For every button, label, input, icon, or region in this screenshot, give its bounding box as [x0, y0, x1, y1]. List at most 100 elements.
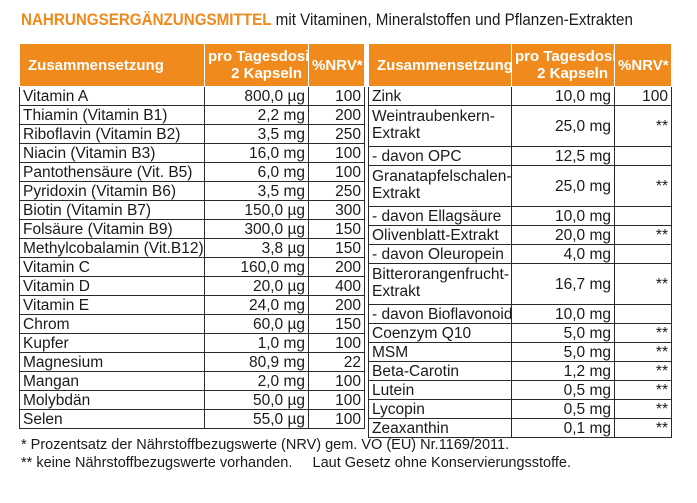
row-name: Lutein [368, 380, 512, 400]
row-dose: 60,0 µg [204, 314, 309, 334]
row-name: Molybdän [19, 390, 205, 410]
row-name: Vitamin D [19, 276, 205, 296]
row-dose: 4,0 mg [511, 244, 615, 264]
row-dose: 800,0 µg [204, 86, 309, 106]
table-row: Lutein 0,5 mg ** [368, 380, 672, 400]
page-title: NAHRUNGSERGÄNZUNGSMITTEL mit Vitaminen, … [21, 10, 633, 30]
row-dose: 2,2 mg [204, 105, 309, 125]
row-dose: 300,0 µg [204, 219, 309, 239]
table-row: Zink 10,0 mg 100 [368, 86, 672, 106]
table-row: Beta-Carotin 1,2 mg ** [368, 361, 672, 381]
row-name: Zeaxanthin [368, 418, 512, 438]
row-name: Biotin (Vitamin B7) [19, 200, 205, 220]
row-nrv: 150 [308, 238, 365, 258]
row-dose: 0,1 mg [511, 418, 615, 438]
row-nrv: ** [614, 342, 672, 362]
header-nrv: %NRV* [614, 43, 672, 87]
row-nrv: 100 [308, 86, 365, 106]
header-dose: pro Tagesdosis 2 Kapseln [511, 43, 615, 87]
row-nrv: 250 [308, 124, 365, 144]
row-name: Methylcobalamin (Vit.B12) [19, 238, 205, 258]
table-row: Vitamin A 800,0 µg 100 [19, 86, 365, 106]
row-nrv: 150 [308, 314, 365, 334]
footnote-line2: ** keine Nährstoffbezugswerte vorhanden.… [21, 454, 571, 472]
table-row: Biotin (Vitamin B7) 150,0 µg 300 [19, 200, 365, 220]
row-dose: 5,0 mg [511, 323, 615, 343]
footnote-no-nrv: ** keine Nährstoffbezugswerte vorhanden. [21, 455, 293, 471]
footnotes: * Prozentsatz der Nährstoffbezugswerte (… [21, 436, 571, 472]
row-name: Kupfer [19, 333, 205, 353]
row-name: Beta-Carotin [368, 361, 512, 381]
row-dose: 1,0 mg [204, 333, 309, 353]
table-header-row: Zusammensetzung pro Tagesdosis 2 Kapseln… [19, 43, 365, 87]
table-row: MSM 5,0 mg ** [368, 342, 672, 362]
row-nrv: ** [614, 323, 672, 343]
row-nrv: 100 [308, 333, 365, 353]
row-nrv: 22 [308, 352, 365, 372]
header-composition: Zusammensetzung [19, 43, 205, 87]
table-row: Granatapfelschalen-Extrakt 25,0 mg ** [368, 165, 672, 207]
row-nrv: ** [614, 361, 672, 381]
row-nrv: 100 [308, 390, 365, 410]
row-nrv [614, 304, 672, 324]
table-row: Vitamin E 24,0 mg 200 [19, 295, 365, 315]
row-dose: 55,0 µg [204, 409, 309, 429]
row-name: Lycopin [368, 399, 512, 419]
row-dose: 16,7 mg [511, 263, 615, 305]
row-dose: 25,0 mg [511, 165, 615, 207]
row-dose: 3,5 mg [204, 124, 309, 144]
table-row: Vitamin C 160,0 mg 200 [19, 257, 365, 277]
table-row: Coenzym Q10 5,0 mg ** [368, 323, 672, 343]
header-nrv: %NRV* [308, 43, 365, 87]
table-row: Bitterorangenfrucht-Extrakt 16,7 mg ** [368, 263, 672, 305]
row-dose: 12,5 mg [511, 146, 615, 166]
row-nrv [614, 244, 672, 264]
table-row: Selen 55,0 µg 100 [19, 409, 365, 429]
row-name: - davon OPC [368, 146, 512, 166]
row-name: Thiamin (Vitamin B1) [19, 105, 205, 125]
table-row: Thiamin (Vitamin B1) 2,2 mg 200 [19, 105, 365, 125]
row-dose: 0,5 mg [511, 380, 615, 400]
nutrition-table-left: Zusammensetzung pro Tagesdosis 2 Kapseln… [19, 43, 365, 429]
table-row: Methylcobalamin (Vit.B12) 3,8 µg 150 [19, 238, 365, 258]
table-row: Zeaxanthin 0,1 mg ** [368, 418, 672, 438]
row-name: Granatapfelschalen-Extrakt [368, 165, 512, 207]
row-dose: 24,0 mg [204, 295, 309, 315]
table-row: - davon Bioflavonoide 10,0 mg [368, 304, 672, 324]
table-row: Folsäure (Vitamin B9) 300,0 µg 150 [19, 219, 365, 239]
row-name: Riboflavin (Vitamin B2) [19, 124, 205, 144]
row-name: - davon Bioflavonoide [368, 304, 512, 324]
row-nrv: ** [614, 263, 672, 305]
row-name: Vitamin C [19, 257, 205, 277]
row-name: Bitterorangenfrucht-Extrakt [368, 263, 512, 305]
row-name: Folsäure (Vitamin B9) [19, 219, 205, 239]
row-name: - davon Oleuropein [368, 244, 512, 264]
header-dose: pro Tagesdosis 2 Kapseln [204, 43, 309, 87]
row-dose: 150,0 µg [204, 200, 309, 220]
row-name: Zink [368, 86, 512, 106]
row-dose: 25,0 mg [511, 105, 615, 147]
row-nrv: 200 [308, 257, 365, 277]
row-name: Weintraubenkern-Extrakt [368, 105, 512, 147]
row-name: Olivenblatt-Extrakt [368, 225, 512, 245]
header-dose-line1: pro Tagesdosis [515, 48, 615, 65]
row-dose: 3,5 mg [204, 181, 309, 201]
table-row: - davon Ellagsäure 10,0 mg [368, 206, 672, 226]
row-nrv: ** [614, 165, 672, 207]
header-dose-line1: pro Tagesdosis [208, 48, 309, 65]
row-name: Chrom [19, 314, 205, 334]
row-dose: 80,9 mg [204, 352, 309, 372]
row-nrv: 100 [308, 371, 365, 391]
row-nrv: ** [614, 380, 672, 400]
row-nrv: ** [614, 399, 672, 419]
row-nrv: 250 [308, 181, 365, 201]
row-nrv: 100 [308, 162, 365, 182]
title-strong: NAHRUNGSERGÄNZUNGSMITTEL [21, 11, 272, 29]
header-dose-line2: 2 Kapseln [231, 65, 302, 82]
row-nrv: ** [614, 418, 672, 438]
row-nrv: 150 [308, 219, 365, 239]
row-name: Pantothensäure (Vit. B5) [19, 162, 205, 182]
row-dose: 10,0 mg [511, 86, 615, 106]
table-header-row: Zusammensetzung pro Tagesdosis 2 Kapseln… [368, 43, 672, 87]
table-row: Kupfer 1,0 mg 100 [19, 333, 365, 353]
